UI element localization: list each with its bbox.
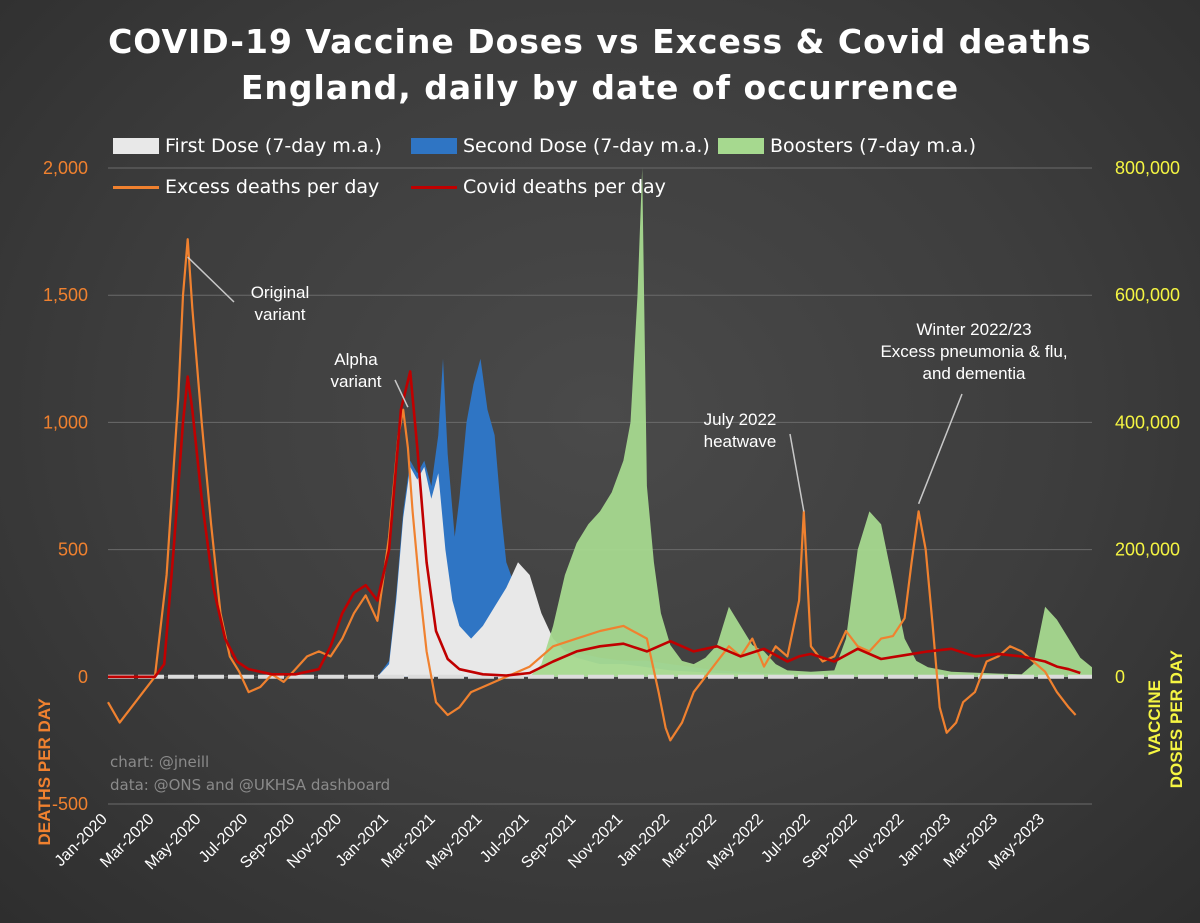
y2-tick-label: 0 xyxy=(1115,667,1125,687)
chart-subtitle: England, daily by date of occurrence xyxy=(240,68,960,107)
annotation-text-3: Winter 2022/23 xyxy=(916,320,1031,339)
annotation-text-0: Original xyxy=(251,283,310,302)
legend-boosters-swatch xyxy=(718,138,764,154)
area-boosters xyxy=(529,168,1092,677)
annotation-leader-0 xyxy=(187,256,235,303)
legend-excess-deaths: Excess deaths per day xyxy=(113,176,379,198)
legend-boosters-label: Boosters (7-day m.a.) xyxy=(770,135,977,157)
y2-tick-label: 600,000 xyxy=(1115,285,1180,305)
annotation-leader-1 xyxy=(394,379,409,408)
y-tick-label: 500 xyxy=(58,540,88,560)
annotation-text-2: July 2022 xyxy=(704,410,777,429)
y-tick-label: 1,500 xyxy=(43,285,88,305)
annotation-text-3: Excess pneumonia & flu, xyxy=(880,342,1067,361)
legend-first-dose: First Dose (7-day m.a.) xyxy=(113,135,382,157)
legend-second-dose: Second Dose (7-day m.a.) xyxy=(411,135,710,157)
y2-tick-label: 200,000 xyxy=(1115,540,1180,560)
y-tick-label: 2,000 xyxy=(43,158,88,178)
credit-data: data: @ONS and @UKHSA dashboard xyxy=(110,776,391,794)
annotation-text-0: variant xyxy=(254,305,305,324)
y-tick-label: 1,000 xyxy=(43,412,88,432)
legend-second-dose-label: Second Dose (7-day m.a.) xyxy=(463,135,710,157)
credit-chart: chart: @jneill xyxy=(110,753,210,771)
legend-covid-label: Covid deaths per day xyxy=(463,176,666,198)
y-axis-title: DEATHS PER DAY xyxy=(35,697,54,845)
legend-excess-label: Excess deaths per day xyxy=(165,176,380,198)
legend-excess-line xyxy=(113,185,159,189)
y2-tick-label: 800,000 xyxy=(1115,158,1180,178)
annotation-text-1: variant xyxy=(330,372,381,391)
annotation-leader-3 xyxy=(917,393,963,505)
line-excess-deaths xyxy=(107,238,1077,742)
legend-second-dose-swatch xyxy=(411,138,457,154)
annotation-leader-2 xyxy=(789,433,805,512)
legend-boosters: Boosters (7-day m.a.) xyxy=(718,135,976,157)
line-covid-deaths xyxy=(108,370,1081,679)
legend-first-dose-swatch xyxy=(113,138,159,154)
legend-first-dose-label: First Dose (7-day m.a.) xyxy=(165,135,382,157)
annotation-text-2: heatwave xyxy=(704,432,777,451)
y2-axis-title-line2: DOSES PER DAY xyxy=(1167,649,1186,788)
y2-axis-title-line1: VACCINE xyxy=(1145,680,1164,755)
legend-covid-deaths: Covid deaths per day xyxy=(411,176,666,198)
annotation-text-1: Alpha xyxy=(334,350,378,369)
y-tick-label: -500 xyxy=(52,794,88,814)
chart-title: COVID-19 Vaccine Doses vs Excess & Covid… xyxy=(108,22,1092,61)
area-first-dose xyxy=(377,466,1092,677)
annotation-text-3: and dementia xyxy=(922,364,1026,383)
y-tick-label: 0 xyxy=(78,667,88,687)
y2-tick-label: 400,000 xyxy=(1115,412,1180,432)
legend-covid-line xyxy=(411,185,457,189)
